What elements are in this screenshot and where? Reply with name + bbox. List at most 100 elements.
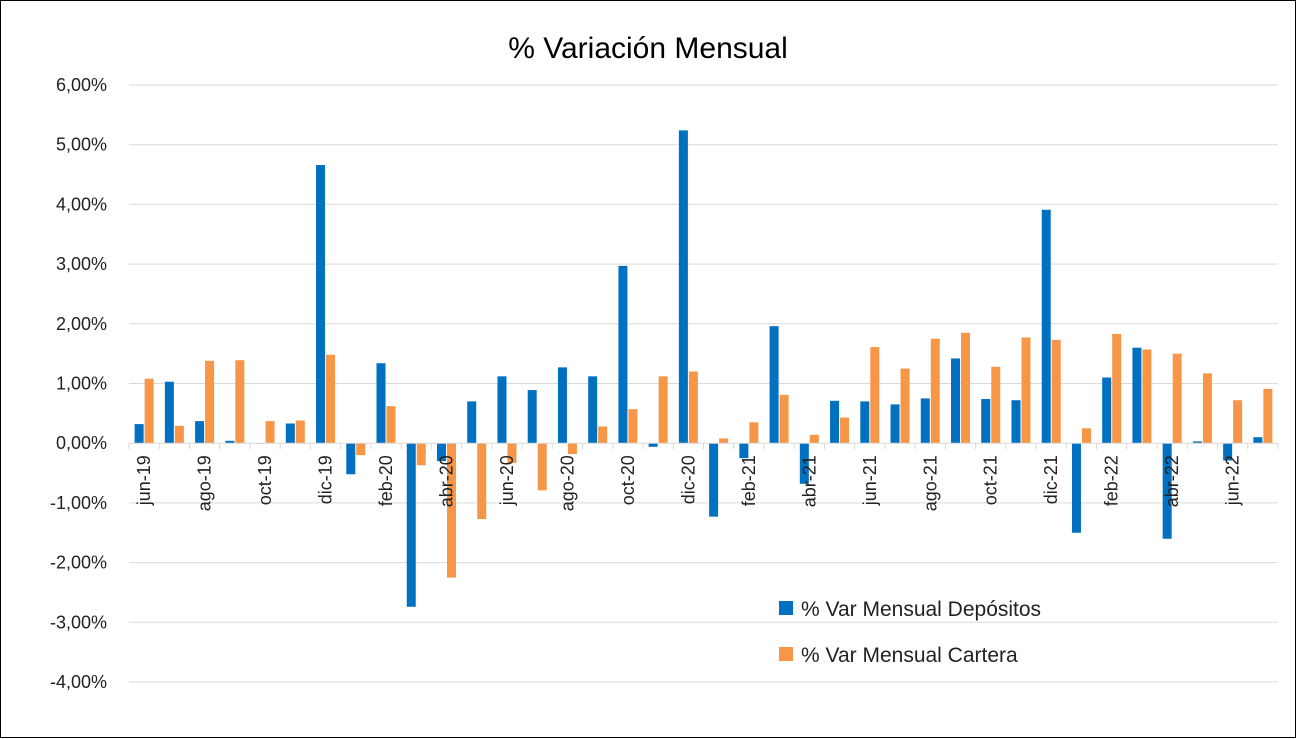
x-axis (128, 442, 1279, 450)
bar-cartera (1202, 373, 1212, 444)
bar-cartera (870, 347, 880, 444)
y-tick-label: 0,00% (56, 433, 107, 453)
y-tick-label: -2,00% (50, 553, 107, 573)
x-tick-label: oct-19 (255, 455, 275, 505)
bar-depositos (1223, 443, 1233, 461)
bar-depositos (346, 443, 356, 475)
bar-cartera (446, 443, 456, 578)
x-tick-label: ago-21 (920, 455, 940, 511)
x-tick-label: ago-19 (195, 455, 215, 511)
bar-cartera (961, 332, 971, 444)
x-tick-label: jun-22 (1223, 455, 1243, 506)
bar-depositos (890, 404, 900, 444)
bar-cartera (991, 366, 1001, 444)
bar-cartera (205, 360, 215, 444)
bar-depositos (618, 265, 628, 444)
bar-cartera (809, 434, 819, 444)
bar-cartera (1263, 388, 1273, 444)
bar-depositos (1192, 441, 1202, 444)
bar-cartera (416, 443, 426, 466)
bar-depositos (1041, 209, 1051, 444)
bar-depositos (588, 376, 598, 444)
bar-depositos (709, 443, 719, 517)
legend-swatch-cartera (779, 647, 793, 661)
bar-cartera (1081, 428, 1091, 444)
bar-cartera (779, 394, 789, 444)
x-tick-label: feb-20 (376, 455, 396, 506)
bar-depositos (557, 367, 567, 444)
bar-cartera (1172, 353, 1182, 444)
y-tick-label: 2,00% (56, 314, 107, 334)
bar-cartera (537, 443, 547, 491)
legend-swatch-depositos (779, 601, 793, 615)
bar-depositos (1162, 443, 1172, 539)
bar-cartera (1051, 339, 1061, 444)
x-tick-label: ago-20 (557, 455, 577, 511)
bar-depositos (527, 390, 537, 444)
x-tick-label: jun-20 (497, 455, 517, 506)
bar-cartera (265, 421, 275, 444)
bar-cartera (1021, 337, 1031, 444)
bar-cartera (326, 354, 336, 444)
bar-cartera (235, 360, 245, 444)
x-tick-label: jun-21 (860, 455, 880, 506)
bar-cartera (144, 378, 154, 444)
bar-depositos (860, 401, 870, 444)
bar-depositos (497, 376, 507, 444)
y-tick-label: -4,00% (50, 672, 107, 692)
bar-depositos (1132, 347, 1142, 444)
bar-cartera (658, 376, 668, 444)
bars (134, 130, 1273, 607)
x-tick-label: feb-21 (739, 455, 759, 506)
x-tick-label: oct-20 (618, 455, 638, 505)
bar-depositos (920, 398, 930, 444)
bar-depositos (678, 130, 688, 444)
bar-cartera (628, 409, 638, 444)
y-tick-label: 4,00% (56, 194, 107, 214)
bar-cartera (1112, 333, 1122, 444)
bar-cartera (507, 443, 517, 463)
bar-cartera (295, 420, 305, 444)
x-tick-label: oct-21 (981, 455, 1001, 505)
bar-depositos (225, 440, 235, 444)
bar-depositos (285, 423, 295, 444)
bar-cartera (930, 338, 940, 444)
bar-cartera (900, 368, 910, 444)
bar-depositos (648, 443, 658, 447)
y-tick-label: 1,00% (56, 374, 107, 394)
bar-depositos (164, 381, 174, 444)
x-tick-label: abr-20 (436, 455, 456, 507)
x-tick-label: dic-19 (316, 455, 336, 504)
y-axis-tick-labels: 6,00% 5,00% 4,00% 3,00% 2,00% 1,00% 0,00% -1,00… (50, 75, 107, 692)
bar-depositos (134, 424, 144, 444)
bar-depositos (1102, 377, 1112, 444)
bar-cartera (719, 438, 729, 444)
x-tick-label: feb-22 (1102, 455, 1122, 506)
y-tick-label: 5,00% (56, 135, 107, 155)
bar-depositos (467, 401, 477, 444)
bar-cartera (356, 443, 366, 456)
bar-depositos (1011, 400, 1021, 444)
bar-depositos (769, 326, 779, 444)
bar-depositos (951, 358, 961, 444)
bar-depositos (830, 400, 840, 444)
legend: % Var Mensual Depósitos % Var Mensual Ca… (779, 598, 1041, 667)
bar-depositos (195, 421, 205, 444)
bar-cartera (688, 371, 698, 444)
bar-depositos (316, 164, 326, 444)
x-axis-tick-labels: jun-19 ago-19 oct-19 dic-19 feb-20 abr-20 jun-… (134, 455, 1243, 511)
bar-cartera (840, 417, 850, 444)
bar-depositos (406, 443, 416, 607)
legend-label-depositos: % Var Mensual Depósitos (801, 598, 1041, 621)
bar-depositos (799, 443, 809, 484)
legend-label-cartera: % Var Mensual Cartera (801, 644, 1018, 667)
y-tick-label: 6,00% (56, 75, 107, 95)
bar-depositos (376, 363, 386, 444)
bar-cartera (174, 425, 184, 444)
y-tick-label: 3,00% (56, 254, 107, 274)
bar-cartera (598, 426, 608, 444)
bar-cartera (477, 443, 487, 520)
bar-depositos (739, 443, 749, 459)
